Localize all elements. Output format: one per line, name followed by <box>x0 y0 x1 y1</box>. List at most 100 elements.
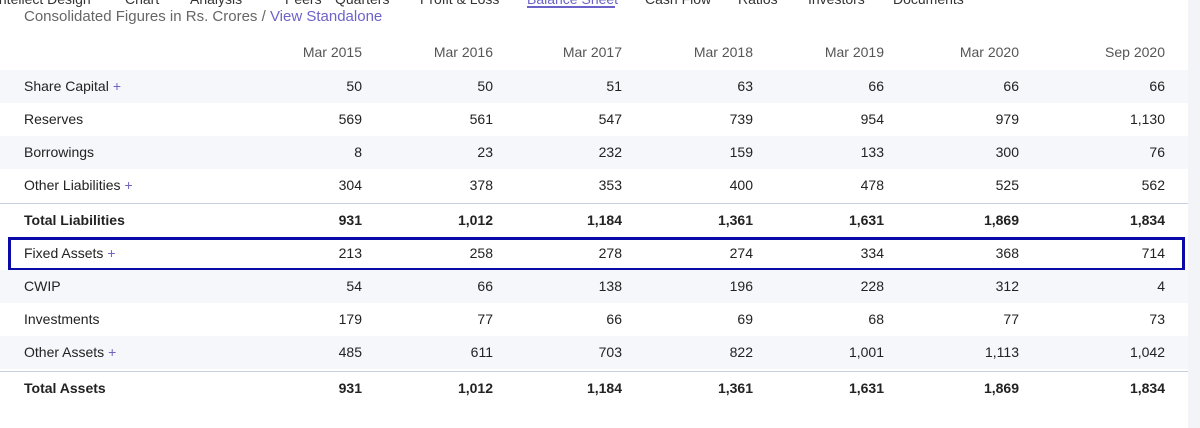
subtitle: Consolidated Figures in Rs. Crores / Vie… <box>24 8 382 25</box>
nav-tab[interactable]: Quarters <box>335 0 389 7</box>
value-cell: 1,361 <box>717 380 753 396</box>
column-header: Mar 2019 <box>824 44 884 60</box>
table-row: Reserves 569 561 547 739 954 979 1,130 <box>0 103 1188 136</box>
value-cell: 611 <box>470 344 493 360</box>
value-cell: 66 <box>868 78 884 94</box>
table-row: Total Liabilities 931 1,012 1,184 1,361 1,631… <box>0 203 1188 237</box>
value-cell: 485 <box>338 344 362 360</box>
value-cell: 1,184 <box>586 212 622 228</box>
value-cell: 228 <box>860 278 884 294</box>
row-label-text: Total Liabilities <box>24 212 125 228</box>
value-cell: 213 <box>338 245 362 261</box>
value-cell: 66 <box>1003 78 1019 94</box>
row-label-text: Reserves <box>24 111 84 127</box>
row-label-text: Other Liabilities <box>24 177 121 193</box>
nav-tab[interactable]: Analysis <box>190 0 242 7</box>
nav-tab[interactable]: Documents <box>893 0 964 7</box>
value-cell: 73 <box>1149 311 1165 327</box>
row-label: Other Liabilities + <box>24 169 133 202</box>
value-cell: 23 <box>477 144 493 160</box>
active-tab-underline <box>527 6 615 8</box>
value-cell: 547 <box>598 111 622 127</box>
value-cell: 300 <box>995 144 1019 160</box>
nav-tab[interactable]: Ratios <box>738 0 778 7</box>
row-label-text: Fixed Assets <box>24 245 104 261</box>
row-label: Reserves <box>24 103 83 136</box>
nav-tab[interactable]: Balance Sheet <box>527 0 618 7</box>
nav-tab[interactable]: Intellect Design <box>0 0 91 7</box>
value-cell: 278 <box>598 245 622 261</box>
table-row: Other Liabilities +304 378 353 400 478 525 562 <box>0 169 1188 202</box>
value-cell: 196 <box>729 278 753 294</box>
table-row: CWIP 54 66 138 196 228 312 4 <box>0 270 1188 303</box>
value-cell: 77 <box>477 311 493 327</box>
column-header: Mar 2018 <box>693 44 753 60</box>
row-label: CWIP <box>24 270 61 303</box>
value-cell: 1,012 <box>457 212 493 228</box>
value-cell: 1,042 <box>1129 344 1165 360</box>
value-cell: 258 <box>469 245 493 261</box>
row-label-text: CWIP <box>24 278 61 294</box>
value-cell: 54 <box>346 278 362 294</box>
table-row: Other Assets +485 611 703 822 1,001 1,113 1,042 <box>0 336 1188 369</box>
value-cell: 4 <box>1157 278 1165 294</box>
subtitle-text: Consolidated Figures in Rs. Crores / <box>24 8 266 25</box>
value-cell: 312 <box>995 278 1019 294</box>
expand-toggle[interactable]: + <box>112 78 122 94</box>
value-cell: 954 <box>860 111 884 127</box>
value-cell: 1,113 <box>985 344 1019 360</box>
value-cell: 739 <box>729 111 753 127</box>
value-cell: 353 <box>598 177 622 193</box>
value-cell: 179 <box>338 311 362 327</box>
expand-toggle[interactable]: + <box>124 177 133 193</box>
value-cell: 1,869 <box>983 380 1019 396</box>
row-label: Borrowings <box>24 136 94 169</box>
view-standalone-link[interactable]: View Standalone <box>269 8 383 25</box>
column-header: Mar 2015 <box>302 44 362 60</box>
value-cell: 76 <box>1149 144 1165 160</box>
table-row: Borrowings 8 23 232 159 133 300 76 <box>0 136 1188 169</box>
value-cell: 562 <box>1141 177 1165 193</box>
column-header: Sep 2020 <box>1105 44 1165 60</box>
value-cell: 822 <box>729 344 753 360</box>
nav-tab[interactable]: Investors <box>808 0 865 7</box>
value-cell: 1,631 <box>848 380 884 396</box>
value-cell: 1,869 <box>983 212 1019 228</box>
value-cell: 232 <box>598 144 622 160</box>
value-cell: 66 <box>606 311 622 327</box>
row-label-text: Share Capital <box>24 78 109 94</box>
value-cell: 50 <box>477 78 493 94</box>
value-cell: 1,631 <box>848 212 884 228</box>
value-cell: 703 <box>598 344 622 360</box>
row-label-text: Total Assets <box>24 380 106 396</box>
value-cell: 51 <box>606 78 622 94</box>
value-cell: 63 <box>737 78 753 94</box>
value-cell: 1,184 <box>586 380 622 396</box>
value-cell: 979 <box>995 111 1019 127</box>
expand-toggle[interactable]: + <box>107 245 116 261</box>
value-cell: 368 <box>995 245 1019 261</box>
value-cell: 400 <box>729 177 753 193</box>
table-row: Share Capital +50 50 51 63 66 66 66 <box>0 70 1188 103</box>
row-label: Fixed Assets + <box>24 237 116 270</box>
value-cell: 714 <box>1141 245 1165 261</box>
nav-tab[interactable]: Chart <box>125 0 159 7</box>
nav-tab[interactable]: Profit & Loss <box>420 0 499 7</box>
value-cell: 1,834 <box>1129 212 1165 228</box>
value-cell: 77 <box>1003 311 1019 327</box>
nav-tab[interactable]: Peers <box>285 0 322 7</box>
column-header: Mar 2016 <box>433 44 493 60</box>
table-row: Total Assets 931 1,012 1,184 1,361 1,631 1,869… <box>0 371 1188 405</box>
value-cell: 69 <box>737 311 753 327</box>
value-cell: 1,012 <box>457 380 493 396</box>
nav-tab[interactable]: Cash Flow <box>645 0 711 7</box>
row-label: Other Assets + <box>24 336 116 369</box>
expand-toggle[interactable]: + <box>108 344 117 360</box>
value-cell: 931 <box>338 212 362 228</box>
table-row: Fixed Assets +213 258 278 274 334 368 714 <box>0 237 1188 270</box>
row-label: Investments <box>24 303 99 336</box>
value-cell: 66 <box>477 278 493 294</box>
value-cell: 133 <box>860 144 884 160</box>
